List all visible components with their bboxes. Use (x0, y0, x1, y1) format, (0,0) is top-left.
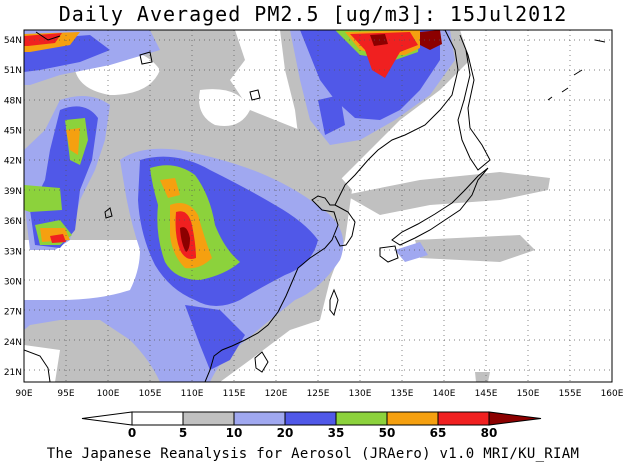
concentration-field (24, 30, 612, 382)
lat-tick-label: 27N (4, 308, 22, 318)
lon-tick-label: 150E (517, 389, 540, 399)
lat-tick-label: 21N (4, 368, 22, 378)
legend-swatch (284, 411, 337, 426)
legend-level-label: 20 (277, 426, 294, 440)
lon-tick-label: 145E (475, 389, 498, 399)
lat-tick-label: 48N (4, 96, 22, 106)
lat-tick-label: 24N (4, 338, 22, 348)
lat-tick-label: 54N (4, 36, 22, 46)
lat-tick-label: 33N (4, 247, 22, 257)
lon-tick-label: 135E (391, 389, 414, 399)
legend-arrow-high (488, 411, 542, 426)
legend-level-label: 80 (481, 426, 498, 440)
map-title: Daily Averaged PM2.5 [ug/m3]: 15Jul2012 (58, 2, 568, 26)
legend-swatch (335, 411, 388, 426)
coastlines (24, 30, 606, 382)
legend-swatch (131, 411, 184, 426)
color-legend: 0 5 10 20 35 50 65 80 (81, 411, 542, 440)
lon-tick-label: 115E (223, 389, 246, 399)
lon-tick-label: 95E (57, 389, 74, 399)
lon-tick-label: 105E (139, 389, 162, 399)
lon-tick-label: 130E (349, 389, 372, 399)
legend-level-label: 50 (379, 426, 396, 440)
legend-swatch (386, 411, 439, 426)
legend-level-label: 0 (128, 426, 136, 440)
lat-tick-label: 39N (4, 187, 22, 197)
lon-tick-label: 125E (307, 389, 330, 399)
footer-credit: The Japanese Reanalysis for Aerosol (JRA… (46, 446, 580, 462)
latitude-labels: 54N 51N 48N 45N 42N 39N 36N 33N 30N 27N 24N 21N (4, 36, 22, 378)
legend-level-label: 35 (328, 426, 345, 440)
lat-tick-label: 45N (4, 127, 22, 137)
longitude-labels: 90E 95E 100E 105E 110E 115E 120E 125E 130E 135E 14… (15, 389, 623, 399)
legend-arrow-low (81, 411, 133, 426)
lon-tick-label: 90E (15, 389, 32, 399)
legend-swatch (437, 411, 490, 426)
legend-level-label: 65 (430, 426, 447, 440)
lon-tick-label: 100E (97, 389, 120, 399)
lon-tick-label: 160E (601, 389, 624, 399)
lat-tick-label: 36N (4, 217, 22, 227)
lon-tick-label: 155E (559, 389, 582, 399)
legend-level-label: 5 (179, 426, 187, 440)
legend-swatch (233, 411, 286, 426)
lat-tick-label: 51N (4, 66, 22, 76)
lat-tick-label: 42N (4, 157, 22, 167)
lon-tick-label: 120E (265, 389, 288, 399)
map-frame (23, 29, 613, 383)
lat-tick-label: 30N (4, 277, 22, 287)
legend-level-label: 10 (226, 426, 243, 440)
lon-tick-label: 110E (181, 389, 204, 399)
legend-swatch (182, 411, 235, 426)
grid-lines (24, 30, 612, 382)
lon-tick-label: 140E (433, 389, 456, 399)
